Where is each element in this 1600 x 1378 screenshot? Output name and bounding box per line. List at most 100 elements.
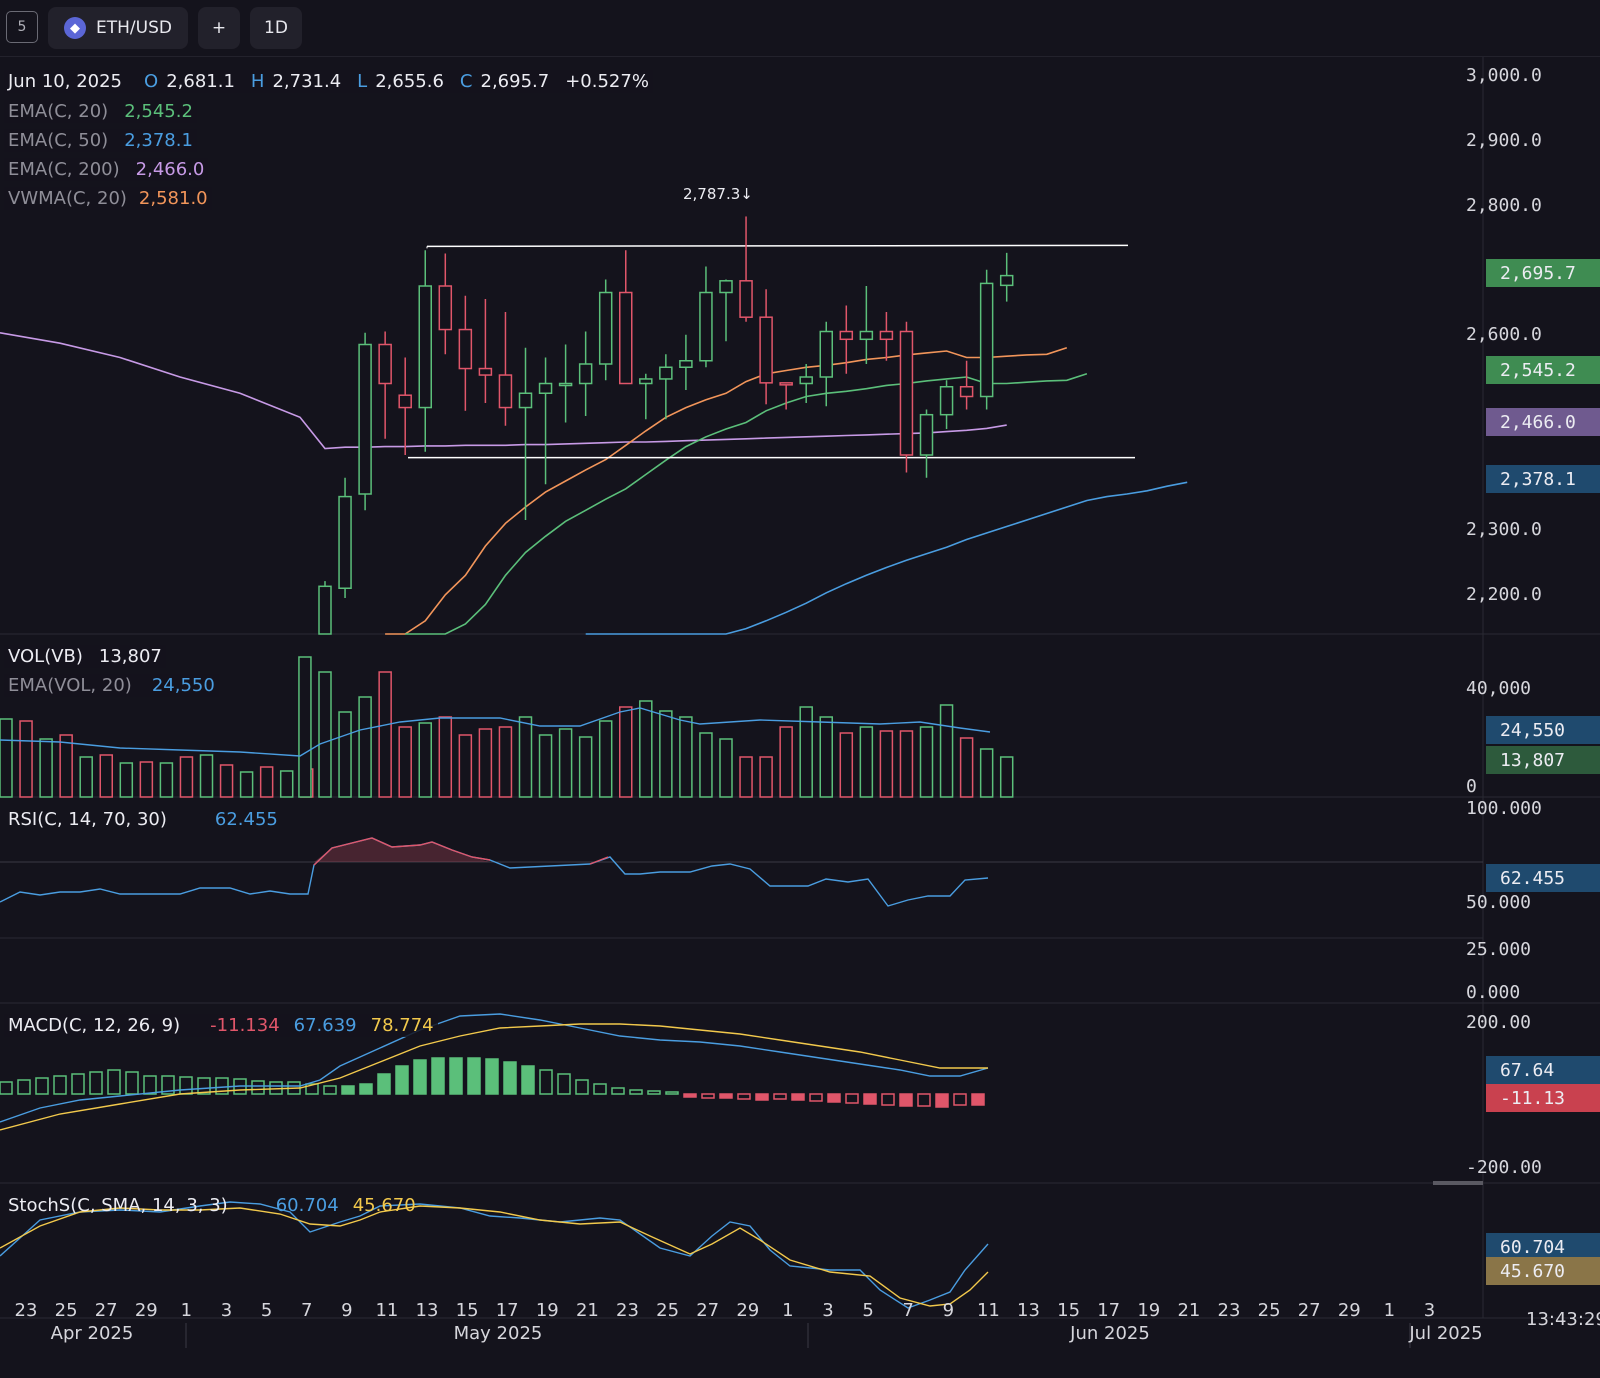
volume-bar <box>699 732 713 798</box>
low-label: L <box>357 71 368 92</box>
vwma20-legend[interactable]: VWMA(C, 20) 2,581.0 <box>4 187 212 210</box>
macd-histogram-bar <box>449 1057 463 1095</box>
price-tick: 2,200.0 <box>1466 584 1542 605</box>
rsi-overbought-line <box>313 837 491 866</box>
candle-body <box>879 330 894 341</box>
candle-body <box>939 386 954 416</box>
day-tick: 5 <box>260 1300 273 1321</box>
candle-body <box>779 382 793 386</box>
volume-bar <box>318 671 332 798</box>
stoch-legend[interactable]: StochS(C, SMA, 14, 3, 3) 60.704 45.670 <box>4 1194 420 1217</box>
day-tick: 29 <box>134 1300 158 1321</box>
volume-label: VOL(VB) <box>8 646 83 667</box>
volume-bar <box>338 711 352 798</box>
candle-body <box>558 382 573 387</box>
volume-bar <box>259 766 274 798</box>
macd-histogram-bar <box>665 1091 679 1095</box>
volume-legend[interactable]: VOL(VB) 13,807 <box>4 645 166 668</box>
stoch-label: StochS(C, SMA, 14, 3, 3) <box>8 1195 228 1216</box>
volume-ema-value: 24,550 <box>151 675 215 696</box>
rsi-tick: 50.000 <box>1466 892 1532 913</box>
macd-histogram-bar <box>881 1093 895 1106</box>
month-label: Jul 2025 <box>1409 1323 1483 1344</box>
macd-histogram-bar <box>647 1090 661 1095</box>
macd-histogram-bar <box>215 1077 229 1095</box>
volume-bar <box>578 736 593 798</box>
stoch-d-line <box>0 1205 989 1307</box>
rsi-legend[interactable]: RSI(C, 14, 70, 30) 62.455 <box>4 808 282 831</box>
volume-bar <box>219 764 234 798</box>
ema200-value: 2,466.0 <box>135 159 205 180</box>
day-tick: 25 <box>54 1300 78 1321</box>
day-tick: 25 <box>1257 1300 1281 1321</box>
moving-average-lines <box>0 332 1188 635</box>
ema50-legend[interactable]: EMA(C, 50) 2,378.1 <box>4 129 197 152</box>
macd-histogram-bar <box>557 1073 571 1095</box>
price-tick: 2,900.0 <box>1466 130 1542 151</box>
layout-count-button[interactable]: 5 <box>6 11 38 43</box>
price-tick: 3,000.0 <box>1466 65 1542 86</box>
symbol-label: ETH/USD <box>96 18 172 38</box>
volume-bar <box>239 771 254 798</box>
range-rectangle[interactable] <box>408 244 1135 459</box>
day-tick: 13 <box>415 1300 439 1321</box>
vwma20-label: VWMA(C, 20) <box>8 188 127 209</box>
volume-bar <box>478 728 493 798</box>
rsi-value: 62.455 <box>214 809 278 830</box>
macd-hist-badge: -11.13 <box>1486 1084 1600 1112</box>
ema20-legend[interactable]: EMA(C, 20) 2,545.2 <box>4 100 197 123</box>
rsi-polyline <box>0 837 989 907</box>
candle-body <box>719 280 733 294</box>
candle-body <box>839 330 854 341</box>
day-tick: 27 <box>1297 1300 1321 1321</box>
day-tick: 29 <box>736 1300 760 1321</box>
rsi-tick: 25.000 <box>1466 939 1532 960</box>
macd-histogram-bar <box>521 1065 535 1095</box>
volume-tick: 0 <box>1466 776 1477 797</box>
volume-bar <box>739 756 753 798</box>
macd-histogram-bar <box>17 1079 31 1095</box>
macd-histogram-bar <box>0 1081 13 1095</box>
ema50-price-badge: 2,378.1 <box>1486 465 1600 493</box>
day-tick: 23 <box>1217 1300 1241 1321</box>
day-tick: 15 <box>1057 1300 1081 1321</box>
volume-bar <box>879 730 894 798</box>
candle-body <box>518 392 533 409</box>
macd-histogram-bar <box>197 1077 211 1095</box>
macd-histogram-bar <box>539 1069 553 1095</box>
volume-bar <box>799 706 813 798</box>
macd-histogram-bar <box>431 1057 445 1095</box>
volume-bar <box>719 738 733 798</box>
macd-histogram-bar <box>467 1057 481 1095</box>
volume-bar <box>358 696 372 798</box>
macd-histogram-bar <box>935 1093 949 1108</box>
high-price-marker: 2,787.3↓ <box>683 185 753 203</box>
day-tick: 23 <box>14 1300 38 1321</box>
volume-bar <box>679 716 693 798</box>
macd-histogram-bar <box>89 1071 103 1095</box>
timeframe-button[interactable]: 1D <box>250 7 302 49</box>
month-label: Apr 2025 <box>50 1323 134 1344</box>
macd-legend[interactable]: MACD(C, 12, 26, 9) -11.134 67.639 78.774 <box>4 1014 438 1037</box>
volume-bar <box>418 722 432 798</box>
ema50-label: EMA(C, 50) <box>8 130 109 151</box>
symbol-selector-button[interactable]: ◆ ETH/USD <box>48 7 188 49</box>
volume-ema-polyline <box>0 707 991 757</box>
volume-ema-legend[interactable]: EMA(VOL, 20) 24,550 <box>4 674 219 697</box>
volume-bar <box>378 671 392 798</box>
volume-tick: 40,000 <box>1466 678 1532 699</box>
price-tick: 2,600.0 <box>1466 324 1542 345</box>
high-label: H <box>250 71 265 92</box>
macd-hist-value: -11.134 <box>210 1015 280 1036</box>
candle-body <box>438 285 453 331</box>
volume-bar <box>839 732 854 798</box>
day-tick: 15 <box>455 1300 479 1321</box>
ema200-legend[interactable]: EMA(C, 200) 2,466.0 <box>4 158 209 181</box>
macd-tick: -200.00 <box>1466 1157 1542 1178</box>
vwma20-line <box>385 347 1068 635</box>
pane-resize-handle[interactable] <box>1433 1181 1483 1185</box>
add-symbol-button[interactable]: + <box>198 7 240 49</box>
candle-body <box>859 330 874 341</box>
ema50-line <box>585 481 1188 635</box>
